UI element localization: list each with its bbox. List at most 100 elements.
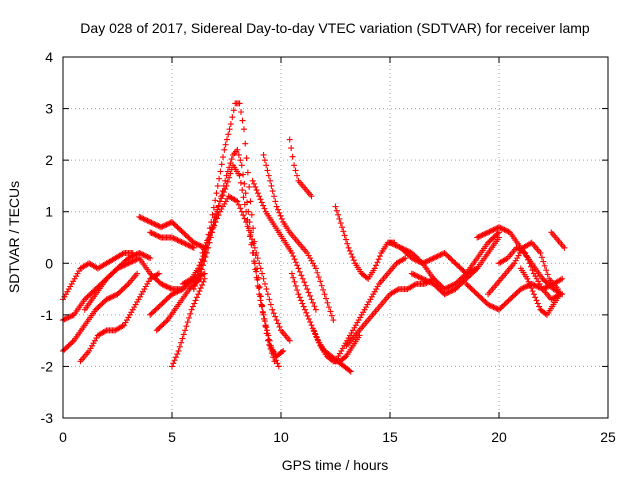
data-point: [274, 206, 281, 213]
data-point: [474, 291, 481, 298]
data-point: [482, 230, 489, 237]
data-point: [118, 263, 125, 270]
data-point: [215, 202, 222, 209]
data-point: [449, 282, 456, 289]
data-point: [94, 305, 101, 312]
data-point: [243, 219, 250, 226]
data-point: [388, 240, 395, 247]
data-point: [126, 254, 133, 261]
data-point: [431, 277, 438, 284]
data-point: [179, 335, 186, 342]
data-point: [117, 288, 124, 295]
data-point: [205, 236, 212, 243]
data-point: [238, 162, 245, 169]
data-point: [89, 288, 96, 295]
data-point: [542, 310, 549, 317]
data-point: [133, 251, 140, 258]
data-point: [160, 320, 167, 327]
data-point: [181, 230, 188, 237]
data-point: [276, 323, 283, 330]
data-point: [163, 318, 170, 325]
data-point: [200, 278, 207, 285]
data-point: [296, 268, 303, 275]
data-point: [226, 126, 233, 133]
data-point: [147, 255, 154, 262]
data-point: [119, 262, 126, 269]
data-point: [436, 252, 443, 259]
data-point: [260, 309, 267, 316]
data-point: [163, 296, 170, 303]
data-point: [479, 231, 486, 238]
data-point: [87, 291, 94, 298]
data-point: [169, 234, 175, 241]
data-point: [192, 277, 199, 284]
data-point: [291, 256, 298, 263]
data-point: [225, 131, 232, 138]
data-point: [239, 187, 246, 194]
data-point: [463, 280, 470, 287]
data-point: [541, 262, 548, 269]
data-point: [523, 253, 530, 260]
data-point: [288, 270, 295, 277]
data-point: [436, 280, 443, 287]
data-point: [234, 146, 241, 153]
data-point: [241, 180, 248, 187]
data-point: [410, 251, 417, 258]
data-point: [195, 291, 202, 298]
data-point: [264, 327, 271, 334]
data-point: [486, 238, 493, 245]
series-track-21: [332, 255, 409, 365]
series-track-6: [136, 213, 208, 251]
data-point: [155, 326, 162, 333]
data-point: [307, 319, 314, 326]
data-point: [304, 286, 311, 293]
data-point: [256, 193, 263, 200]
data-point: [104, 274, 111, 281]
data-point: [436, 286, 443, 293]
data-point: [223, 182, 230, 189]
data-point: [292, 282, 299, 289]
data-point: [288, 249, 295, 256]
data-point: [536, 303, 543, 310]
data-point: [167, 219, 174, 226]
data-point: [314, 269, 321, 276]
data-point: [170, 235, 177, 242]
data-point: [320, 286, 327, 293]
data-point: [254, 282, 261, 289]
data-point: [491, 304, 498, 311]
data-point: [444, 289, 451, 296]
data-point: [172, 354, 179, 361]
data-point: [466, 273, 473, 280]
data-point: [166, 284, 173, 291]
data-point: [543, 279, 550, 286]
data-point: [453, 279, 460, 286]
data-point: [170, 360, 177, 367]
data-point: [496, 224, 502, 231]
data-point: [292, 259, 299, 266]
data-point: [145, 254, 152, 261]
data-point: [100, 298, 107, 305]
data-point: [126, 259, 133, 266]
series-track-7: [147, 229, 197, 251]
data-point: [449, 257, 456, 264]
data-point: [294, 262, 301, 269]
data-point: [263, 162, 270, 169]
data-point: [456, 264, 463, 271]
data-point: [132, 257, 139, 264]
data-point: [438, 283, 445, 290]
data-point: [167, 285, 174, 292]
data-point: [230, 107, 237, 114]
data-point: [198, 261, 205, 268]
x-axis-label: GPS time / hours: [282, 457, 389, 473]
data-point: [235, 201, 242, 208]
data-point: [182, 327, 189, 334]
data-point: [291, 162, 298, 169]
data-point: [65, 342, 72, 349]
data-point: [161, 319, 168, 326]
data-point: [485, 301, 492, 308]
data-point: [276, 209, 283, 216]
data-point: [143, 253, 150, 260]
data-point: [249, 177, 256, 184]
data-point: [475, 292, 482, 299]
data-point: [64, 315, 71, 322]
